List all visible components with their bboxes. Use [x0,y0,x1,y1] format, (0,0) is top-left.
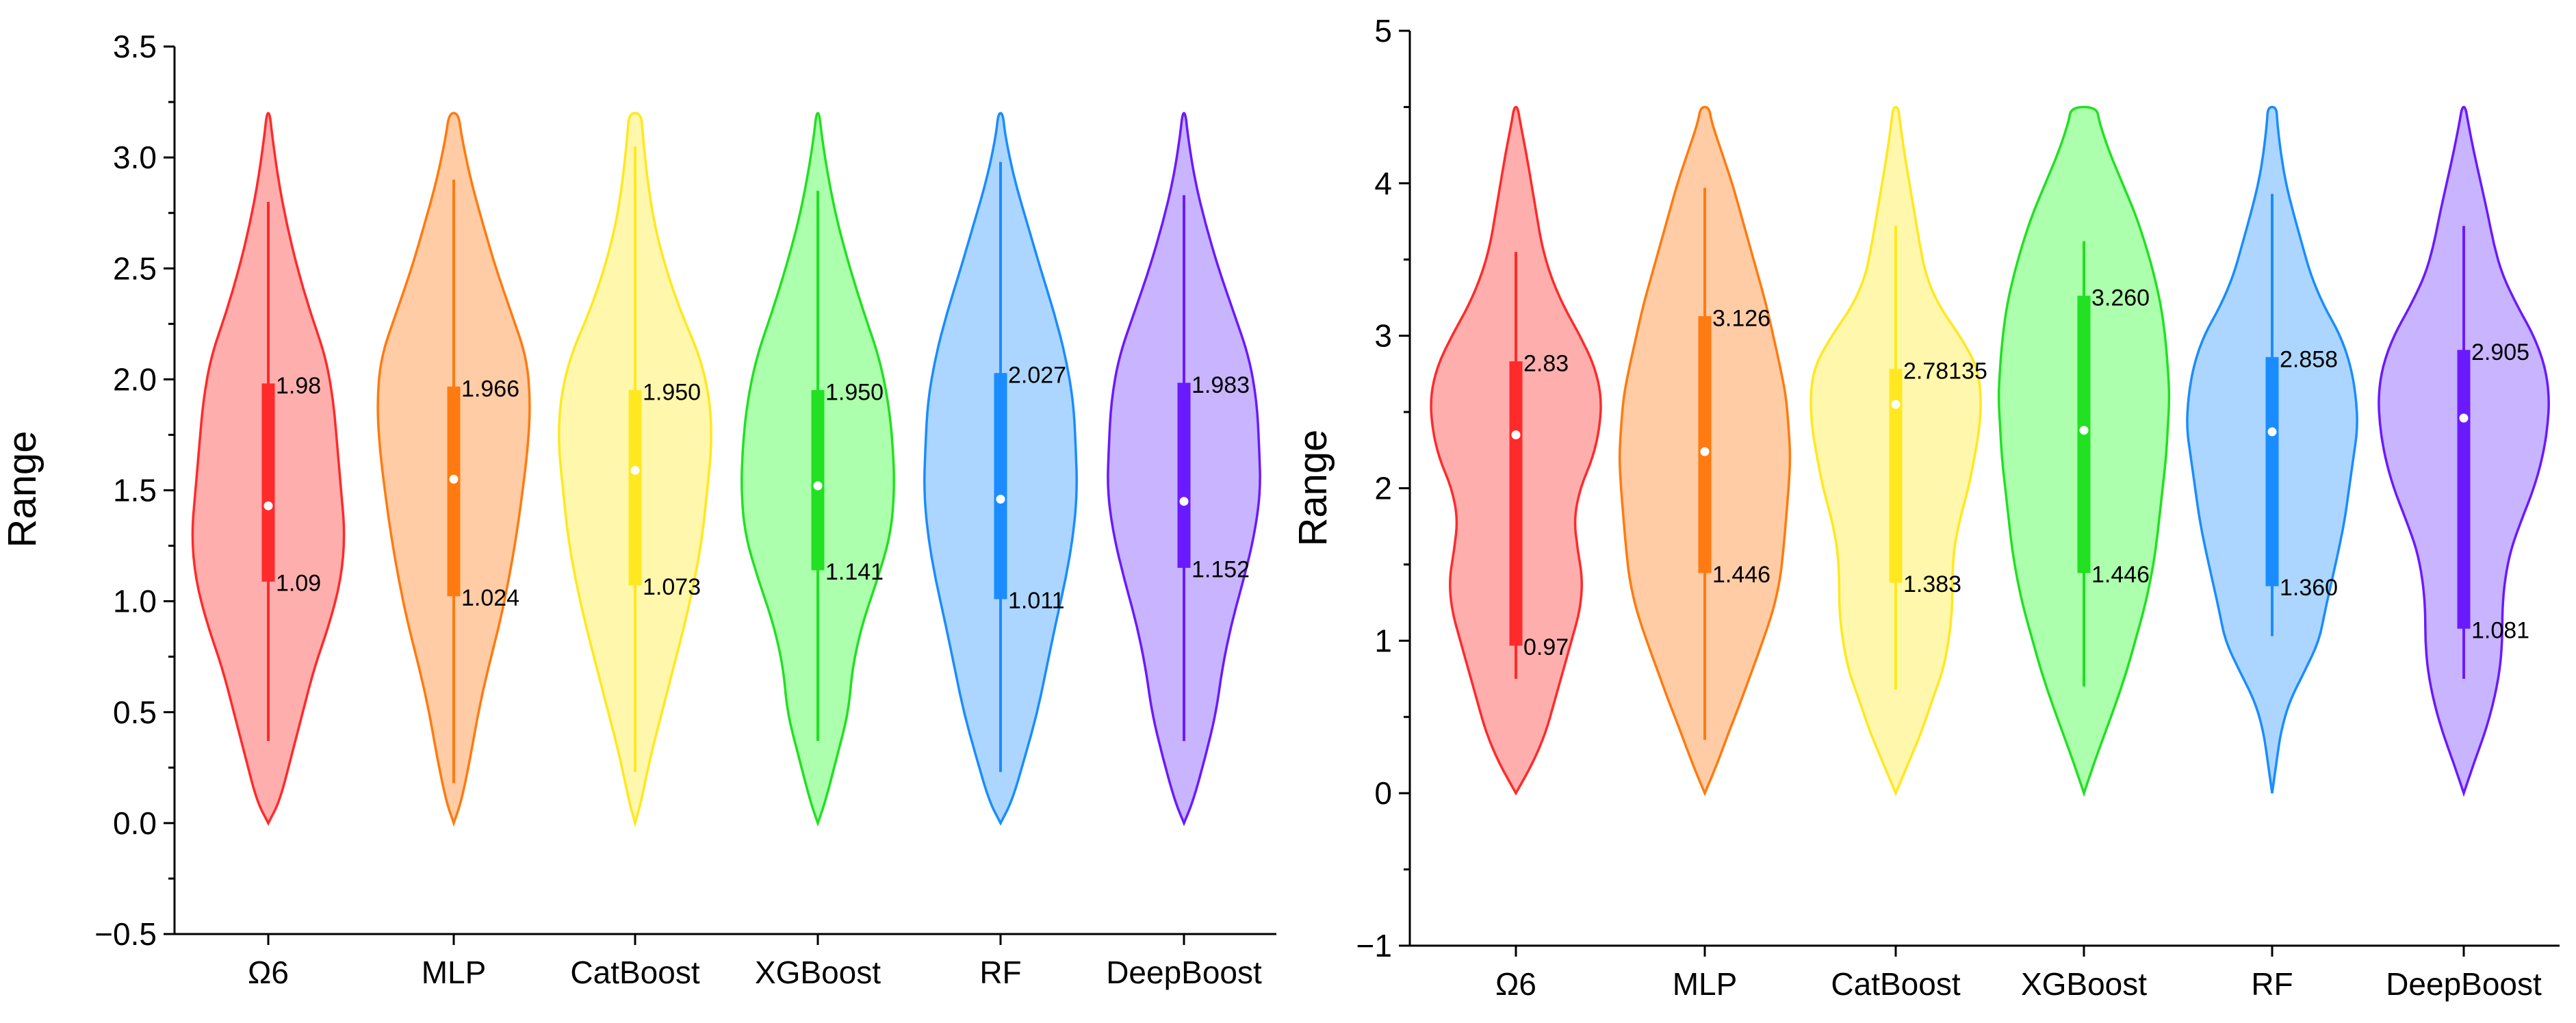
q1-label: 1.011 [1008,588,1065,614]
y-tick-label: 4 [1374,166,1392,201]
q1-label: 1.446 [2091,562,2150,588]
q1-label: 1.081 [2471,617,2529,643]
y-tick-label: 1.0 [113,584,157,619]
iqr-box [994,373,1007,599]
median-dot [630,465,640,475]
median-dot [1700,447,1710,456]
q3-label: 1.950 [825,380,884,406]
y-tick-label: −1 [1356,928,1392,963]
q1-label: 1.446 [1712,562,1770,588]
y-tick-label: 1 [1374,623,1392,658]
y-tick-label: 2.0 [113,361,157,397]
y-tick-label: 3.0 [113,140,157,175]
y-tick-label: 0.0 [113,805,157,841]
q1-label: 1.024 [461,585,519,611]
x-category-label: RF [979,955,1021,990]
violin-catboost: 2.78135 1.383 [1809,105,1987,797]
violin-xgboost: 1.950 1.141 [740,112,895,827]
iqr-box [261,383,275,582]
iqr-box [1698,316,1712,573]
q3-label: 2.78135 [1903,358,1987,384]
violin-mlp: 3.126 1.446 [1618,105,1792,797]
y-tick-label: 2 [1374,471,1392,506]
iqr-box [811,390,825,571]
q3-label: 2.905 [2471,339,2529,365]
violin-rf: 2.858 1.360 [2186,105,2358,794]
x-category-label: CatBoost [570,955,699,990]
q1-label: 1.073 [643,574,701,600]
iqr-box [447,386,461,597]
median-dot [1891,400,1901,409]
median-dot [813,481,823,491]
y-axis-title: Range [0,431,44,548]
median-dot [449,474,459,484]
x-category-label: XGBoost [2021,966,2147,1002]
violin-panel-2: −1 0 1 2 3 4 5 Range 2.83 0.97 Ω6 3.126 1.446 MLP 2.78… [1291,13,2560,1002]
q3-label: 2.83 [1523,351,1569,377]
violin-xgboost: 3.260 1.446 [1997,105,2171,797]
q1-label: 1.383 [1903,571,1961,597]
q3-label: 1.983 [1192,372,1250,398]
y-tick-label: 2.5 [113,250,157,286]
q1-label: 1.360 [2280,575,2338,601]
q3-label: 1.950 [643,380,701,406]
violin-mlp: 1.966 1.024 [376,112,531,827]
x-category-label: CatBoost [1831,966,1960,1002]
q1-label: 1.09 [276,570,321,596]
median-dot [2079,426,2089,435]
x-category-label: DeepBoost [1106,955,1262,990]
violin-catboost: 1.950 1.073 [558,112,712,828]
violin-rf: 2.027 1.011 [923,112,1078,826]
violin-deepboost: 1.983 1.152 [1107,112,1261,827]
iqr-box [628,390,642,586]
x-category-label: Ω6 [1495,966,1536,1002]
iqr-box [2265,357,2279,586]
median-dot [2267,427,2277,437]
x-category-label: DeepBoost [2386,966,2542,1002]
median-dot [996,494,1005,504]
y-axis-title: Range [1291,430,1335,547]
y-tick-label: 0.5 [113,695,157,730]
violin-6: 2.83 0.97 [1430,105,1602,796]
y-tick-label: 0 [1374,775,1392,811]
x-category-label: Ω6 [248,955,289,990]
q3-label: 3.260 [2091,285,2150,311]
x-category-label: RF [2251,966,2293,1002]
q3-label: 3.126 [1712,306,1770,332]
iqr-box [2457,350,2471,629]
median-dot [1511,430,1521,440]
iqr-box [1177,383,1191,568]
q3-label: 1.966 [461,376,519,402]
x-category-label: XGBoost [755,955,881,990]
violin-6: 1.98 1.09 [191,112,346,826]
y-tick-label: −0.5 [94,916,157,952]
y-tick-label: 3.5 [113,29,157,64]
iqr-box [1509,361,1523,646]
x-category-label: MLP [1673,966,1738,1002]
violin-deepboost: 2.905 1.081 [2378,105,2550,797]
q3-label: 1.98 [276,373,321,399]
iqr-box [1889,368,1903,583]
median-dot [1179,497,1189,506]
q1-label: 1.141 [825,559,884,585]
x-category-label: MLP [422,955,487,990]
median-dot [2459,413,2469,423]
q1-label: 0.97 [1523,634,1569,660]
y-tick-label: 3 [1374,318,1392,354]
median-dot [263,501,273,510]
q3-label: 2.027 [1008,363,1066,389]
q1-label: 1.152 [1192,556,1250,582]
y-tick-label: 1.5 [113,473,157,508]
q3-label: 2.858 [2280,346,2338,372]
violin-panel-1: −0.5 0.0 0.5 1.0 1.5 2.0 2.5 3.0 3.5 Range 1.98 1.0… [0,29,1276,990]
y-tick-label: 5 [1374,13,1392,49]
